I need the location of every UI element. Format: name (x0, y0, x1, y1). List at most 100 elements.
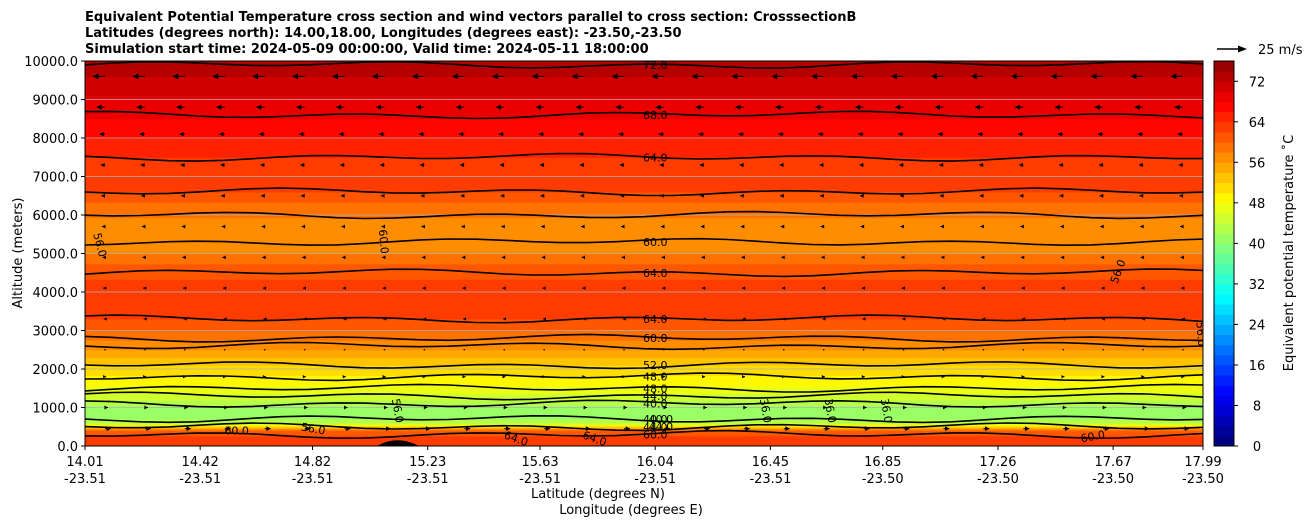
x-tick-label-lat: 14.01 (66, 455, 103, 470)
wind-vector-head (141, 224, 146, 229)
wind-vector-head (259, 131, 264, 137)
contour-label: 40.0 (649, 413, 674, 426)
wind-vector-head (941, 255, 945, 260)
colorbar-segment (1214, 162, 1234, 173)
wind-vector-head (663, 405, 667, 410)
wind-vector-head (1051, 73, 1057, 80)
wind-vector-head (1101, 317, 1106, 321)
wind-vector-head (261, 224, 266, 229)
y-tick-label: 8000.0 (33, 132, 79, 147)
filled-band (85, 383, 1203, 387)
wind-vector-head (302, 255, 306, 260)
wind-vector-head (622, 286, 626, 290)
filled-band (85, 125, 1203, 133)
wind-vector-head (501, 255, 506, 260)
filled-band (85, 112, 1203, 120)
wind-vector-head (1011, 73, 1017, 80)
wind-vector-head (1021, 286, 1025, 290)
title-line-1: Equivalent Potential Temperature cross s… (85, 10, 856, 25)
colorbar-segment (1214, 354, 1234, 366)
wind-vector-head (492, 73, 498, 80)
colorbar-label: Equivalent potential temperature ˚C (1281, 135, 1297, 371)
wind-vector-head (771, 73, 778, 80)
wind-vector-head (740, 193, 744, 198)
contour-label: 60.0 (224, 424, 249, 437)
wind-vector-head (865, 426, 870, 432)
contour-label: 52.0 (643, 359, 668, 372)
filled-band (85, 395, 1203, 399)
filled-band (85, 322, 1203, 328)
wind-vector (463, 348, 466, 351)
wind-vector-head (1141, 286, 1145, 290)
wind-vector-head (532, 73, 538, 80)
wind-vector (144, 348, 146, 351)
wind-vector-head (900, 224, 905, 229)
wind-vector-head (980, 255, 985, 260)
filled-band (85, 422, 1203, 425)
wind-vector (583, 348, 585, 351)
wind-vector-head (938, 131, 943, 137)
wind-vector (423, 348, 426, 351)
contour-line (85, 268, 1203, 278)
wind-vector-head (180, 162, 185, 168)
wind-vector-head (103, 317, 107, 321)
contour-label: 64.0 (643, 313, 668, 326)
wind-vector-head (1174, 104, 1180, 110)
wind-vector-head (621, 224, 625, 229)
wind-vector-head (1091, 73, 1097, 80)
filled-band (85, 288, 1203, 293)
filled-band (85, 372, 1203, 377)
wind-vector-head (1144, 426, 1150, 432)
gridlines (85, 99, 1203, 408)
wind-vector-head (1137, 131, 1142, 137)
colorbar-segment (1214, 344, 1234, 356)
wind-vector-head (495, 104, 501, 110)
wind-vector-head (1020, 255, 1025, 260)
colorbar-segment (1214, 61, 1234, 72)
wind-vector-head (974, 104, 980, 110)
contour-line (85, 429, 1203, 440)
wind-vector-head (535, 104, 541, 110)
wind-vector-head (1022, 317, 1026, 321)
wind-vector-head (939, 162, 944, 168)
x-tick-label-lat: 15.23 (409, 455, 446, 470)
quiver-key-label: 25 m/s (1258, 43, 1303, 58)
filled-band (85, 138, 1203, 146)
colorbar-tick-label: 72 (1249, 75, 1266, 90)
wind-vector-head (420, 162, 425, 168)
wind-vector-head (540, 193, 545, 198)
wind-vector (223, 348, 226, 351)
filled-band (85, 336, 1203, 341)
wind-vector-head (859, 162, 864, 168)
filled-band (85, 284, 1203, 289)
filled-band (85, 426, 1203, 429)
wind-vector-head (299, 131, 304, 137)
colorbar-segment (1214, 324, 1234, 336)
colorbar-tick-label: 16 (1249, 359, 1266, 374)
contour-label: 60.0 (376, 229, 391, 255)
filled-band (85, 411, 1203, 414)
filled-band (85, 76, 1203, 81)
filled-band (85, 410, 1203, 412)
contour-label: 60.0 (1080, 428, 1106, 445)
x-tick-label-lat: 17.67 (1095, 455, 1132, 470)
filled-band (85, 295, 1203, 301)
wind-vector-head (901, 375, 905, 379)
wind-vector-head (1171, 73, 1177, 80)
wind-vector-head (460, 193, 465, 198)
wind-vector-head (346, 426, 351, 432)
wind-vector (543, 348, 545, 351)
wind-vector-head (1101, 375, 1105, 379)
filled-band (85, 274, 1203, 280)
wind-vector-head (621, 255, 625, 260)
wind-vector-head (780, 224, 785, 229)
wind-vector-head (662, 375, 666, 379)
contour-line (85, 110, 1203, 120)
filled-band (85, 435, 1203, 438)
wind-vector-head (858, 131, 863, 137)
filled-band (85, 163, 1203, 170)
filled-band (85, 412, 1203, 415)
wind-vector-head (775, 104, 781, 110)
x-tick-label-lon: -23.51 (407, 472, 449, 487)
wind-vector-head (461, 255, 466, 260)
